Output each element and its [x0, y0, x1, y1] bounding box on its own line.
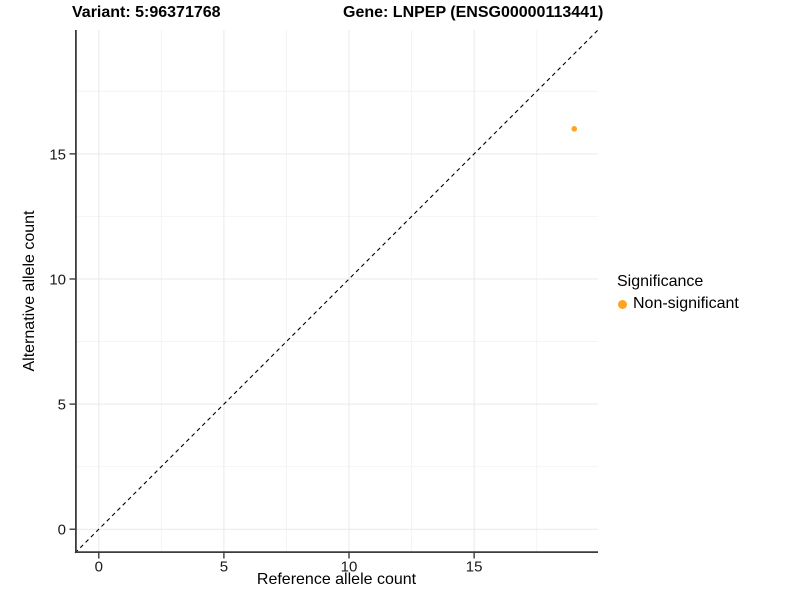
x-axis-title: Reference allele count: [256, 571, 417, 588]
plot-panel: 0 5 10 15 0 5 10 15: [49, 29, 599, 576]
plot-title-gene: Gene: LNPEP (ENSG00000113441): [343, 4, 604, 21]
identity-line: [74, 29, 599, 554]
legend-item: Non-significant: [618, 294, 739, 314]
y-tick-label: 10: [49, 271, 66, 288]
legend-point-swatch: [618, 299, 627, 309]
legend: Significance Non-significant: [617, 272, 739, 314]
data-point: [571, 126, 578, 132]
x-tick-label: 5: [220, 559, 228, 576]
x-tick-label: 15: [466, 559, 483, 576]
x-tick-label: 0: [95, 559, 103, 576]
y-tick-label: 0: [58, 522, 66, 539]
y-axis-title: Alternative allele count: [21, 210, 38, 372]
x-tick-label: 10: [341, 559, 358, 576]
chart-canvas: 0 5 10 15 0 5 10 15: [49, 29, 599, 576]
y-tick-label: 5: [58, 397, 66, 414]
y-tick-label: 15: [49, 146, 66, 163]
legend-item-label: Non-significant: [633, 295, 739, 312]
legend-title: Significance: [617, 273, 704, 290]
plot-title-variant: Variant: 5:96371768: [72, 4, 221, 21]
